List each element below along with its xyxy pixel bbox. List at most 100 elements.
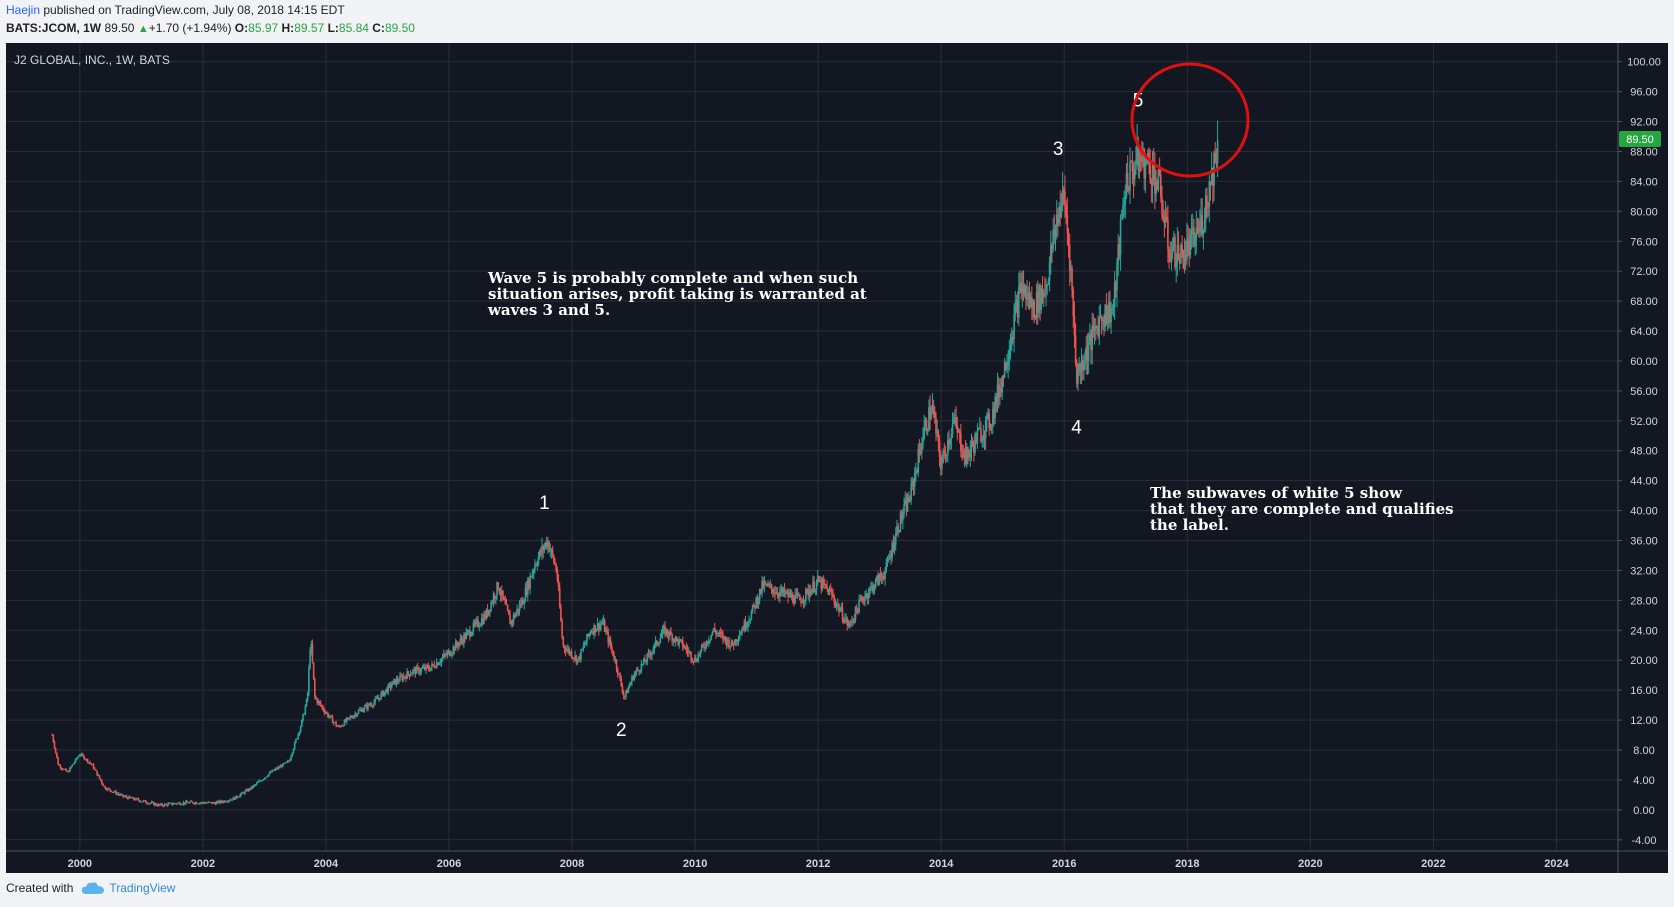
candle-body xyxy=(789,592,792,598)
candle-body xyxy=(723,636,726,640)
candle-body xyxy=(1201,214,1204,234)
candle-body xyxy=(818,576,820,582)
candle-body xyxy=(995,396,998,404)
publish-line: Haejin published on TradingView.com, Jul… xyxy=(6,3,345,17)
candle-body xyxy=(308,667,310,693)
candle-body xyxy=(140,801,142,803)
candle-body xyxy=(872,585,875,592)
price-chart[interactable]: 100.00 96.00 92.00 88.00 84.00 80.00 76.00 72.0… xyxy=(6,43,1668,873)
candle-body xyxy=(685,646,688,650)
candle-body xyxy=(51,735,53,736)
candle-body xyxy=(593,625,595,634)
last-price-tag-text: 89.50 xyxy=(1626,134,1654,146)
candle-body xyxy=(945,454,948,456)
subwaves-note: The subwaves of white 5 show that they a… xyxy=(1150,484,1454,534)
candle-body xyxy=(800,600,802,604)
candle-body xyxy=(177,802,180,804)
candle-body xyxy=(276,768,278,770)
candle-body xyxy=(318,701,321,703)
candle-body xyxy=(581,649,584,650)
candle-body xyxy=(73,761,76,764)
candle-body xyxy=(114,791,116,793)
candle-body xyxy=(841,607,844,621)
candle-body xyxy=(302,714,304,720)
candle-body xyxy=(1117,244,1120,263)
candle-body xyxy=(434,667,437,669)
candle-body xyxy=(345,718,348,722)
wave-labels: 1 2 3 4 5 xyxy=(539,91,1143,741)
candle-body xyxy=(452,646,455,654)
candle-body xyxy=(918,448,921,452)
candle-body xyxy=(589,632,592,634)
candle-body xyxy=(382,691,385,696)
candle-body xyxy=(208,802,211,803)
candle-body xyxy=(893,544,896,551)
candle-body xyxy=(401,676,404,680)
candle-body xyxy=(193,803,195,805)
candle-body xyxy=(1175,263,1177,268)
candle-body xyxy=(1112,307,1115,309)
candle-body xyxy=(367,703,369,709)
candle-body xyxy=(624,695,626,697)
candle-body xyxy=(602,620,605,624)
candle-body xyxy=(885,562,888,572)
candle-body xyxy=(943,451,946,453)
candle-body xyxy=(421,668,424,669)
candle-body xyxy=(1039,285,1041,310)
wave-label-3: 3 xyxy=(1053,139,1064,160)
candle-body xyxy=(299,726,302,732)
candle-body xyxy=(916,471,918,473)
candle-body xyxy=(861,597,864,600)
time-axis[interactable]: 2000 2002 2004 2006 2008 2010 2012 2014 2016 2018… xyxy=(68,858,1570,870)
candle-body xyxy=(877,576,879,585)
candle-body xyxy=(866,593,869,599)
candle-body xyxy=(676,636,678,640)
candle-body xyxy=(327,712,329,717)
candle-body xyxy=(606,630,608,633)
author-link[interactable]: Haejin xyxy=(6,3,41,17)
candle-body xyxy=(853,619,856,621)
candle-body xyxy=(387,684,389,693)
candle-body xyxy=(1115,281,1117,291)
candle-body xyxy=(1151,162,1154,185)
candle-body xyxy=(716,633,718,635)
candle-body xyxy=(544,542,547,547)
candle-body xyxy=(511,620,514,622)
candle-body xyxy=(612,649,614,656)
candle-body xyxy=(1077,372,1079,384)
candle-body xyxy=(1080,360,1083,372)
candle-body xyxy=(1171,248,1174,253)
candle-body xyxy=(936,430,938,434)
candle-body xyxy=(1123,204,1125,207)
candle-body xyxy=(823,583,826,585)
y-tick-label: 52.00 xyxy=(1630,416,1658,428)
candle-body xyxy=(860,597,863,600)
candle-body xyxy=(1118,244,1121,255)
candle-body xyxy=(531,572,534,578)
candle-body xyxy=(575,655,578,663)
candle-body xyxy=(999,388,1001,398)
price-axis[interactable]: 100.00 96.00 92.00 88.00 84.00 80.00 76.00 72.0… xyxy=(1618,57,1661,847)
candle-body xyxy=(141,801,143,803)
candle-body xyxy=(1055,214,1058,227)
candle-body xyxy=(775,592,778,595)
candle-body xyxy=(88,762,90,763)
candle-body xyxy=(982,434,985,440)
candle-body xyxy=(1086,345,1089,361)
candle-body xyxy=(182,802,185,805)
candle-body xyxy=(257,782,259,783)
candle-body xyxy=(1197,230,1200,233)
candle-body xyxy=(211,802,213,804)
candle-body xyxy=(1008,350,1011,363)
candle-body xyxy=(432,663,434,665)
candle-body xyxy=(1157,169,1160,190)
candle-body xyxy=(693,657,696,662)
candle-body xyxy=(305,699,308,707)
candle-body xyxy=(926,430,929,432)
candle-body xyxy=(1038,285,1040,314)
candle-body xyxy=(834,601,837,607)
candle-body xyxy=(277,767,279,769)
x-tick-label: 2002 xyxy=(191,858,215,870)
tradingview-link[interactable]: TradingView xyxy=(81,881,175,895)
candle-body xyxy=(648,652,651,655)
